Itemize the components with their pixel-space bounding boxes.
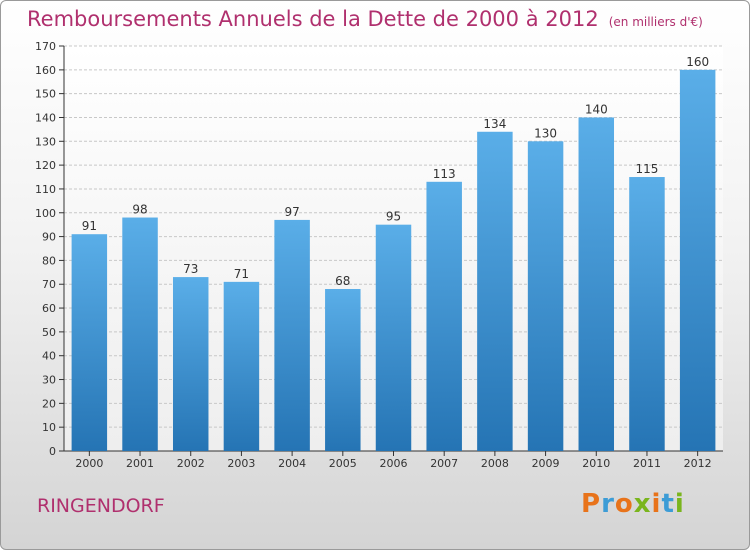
data-label-2007: 113 [433,167,456,181]
bar-2006 [375,224,412,451]
logo-letter: i [651,489,662,519]
y-tick-label: 120 [35,159,56,172]
bar-2010 [578,117,615,452]
y-tick-label: 10 [42,421,56,434]
title-text: Remboursements Annuels de la Dette de 20… [27,7,599,31]
logo-letter: P [581,489,602,519]
logo-letter: x [633,489,652,519]
bar-2005 [325,289,361,451]
y-tick-label: 70 [42,278,56,291]
y-tick-label: 20 [42,397,56,410]
logo-letter: o [614,489,634,519]
data-label-2005: 68 [335,274,350,288]
x-tick-label-2008: 2008 [481,457,509,470]
x-tick-label-2009: 2009 [532,457,560,470]
data-label-2000: 91 [82,219,97,233]
y-tick-label: 50 [42,326,56,339]
y-tick-label: 80 [42,254,56,267]
data-label-2012: 160 [686,55,709,69]
y-tick-label: 90 [42,231,56,244]
proxiti-logo: Proxiti [581,489,685,519]
logo-letter: r [601,489,615,519]
y-tick-label: 130 [35,135,56,148]
y-tick-label: 60 [42,302,56,315]
x-tick-label-2006: 2006 [380,457,408,470]
y-tick-label: 30 [42,374,56,387]
data-label-2003: 71 [234,267,249,281]
unit-subtitle: (en milliers d'€) [608,15,703,29]
x-tick-label-2010: 2010 [582,457,610,470]
data-label-2004: 97 [284,205,299,219]
x-tick-label-2007: 2007 [430,457,458,470]
y-tick-label: 0 [49,445,56,458]
data-label-2001: 98 [132,203,147,217]
logo-letter: t [661,489,675,519]
bar-2002 [172,277,209,451]
y-tick-label: 170 [35,40,56,53]
x-tick-label-2002: 2002 [177,457,205,470]
x-tick-label-2003: 2003 [227,457,255,470]
x-tick-label-2005: 2005 [329,457,357,470]
bar-2000 [71,234,108,451]
bar-2003 [223,281,260,451]
bar-2011 [629,177,665,451]
bar-2004 [274,219,310,451]
data-label-2008: 134 [483,117,506,131]
x-tick-label-2011: 2011 [633,457,661,470]
commune-name: RINGENDORF [37,495,165,517]
logo-letter: i [674,489,685,519]
data-label-2010: 140 [585,102,608,116]
bar-2007 [426,181,462,451]
x-tick-label-2000: 2000 [75,457,103,470]
y-tick-label: 150 [35,88,56,101]
data-label-2011: 115 [636,162,659,176]
data-label-2006: 95 [386,210,401,224]
y-tick-label: 160 [35,64,56,77]
x-tick-label-2001: 2001 [126,457,154,470]
data-label-2009: 130 [534,126,557,140]
chart-title: Remboursements Annuels de la Dette de 20… [27,7,703,31]
y-tick-label: 110 [35,183,56,196]
x-tick-label-2004: 2004 [278,457,306,470]
y-tick-label: 140 [35,111,56,124]
y-tick-label: 100 [35,207,56,220]
bar-2009 [527,141,564,451]
bar-2008 [477,131,513,451]
data-label-2002: 73 [183,262,198,276]
x-tick-label-2012: 2012 [684,457,712,470]
y-tick-label: 40 [42,350,56,363]
bar-2001 [122,217,158,451]
bar-2012 [679,69,716,451]
